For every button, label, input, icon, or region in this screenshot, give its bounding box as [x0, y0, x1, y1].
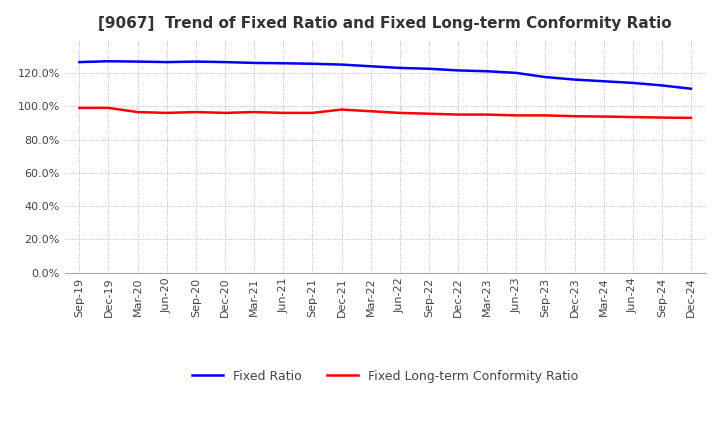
Fixed Ratio [192, 59, 200, 64]
Fixed Long-term Conformity Ratio [454, 112, 462, 117]
Title: [9067]  Trend of Fixed Ratio and Fixed Long-term Conformity Ratio: [9067] Trend of Fixed Ratio and Fixed Lo… [99, 16, 672, 32]
Fixed Long-term Conformity Ratio [629, 114, 637, 120]
Fixed Ratio [687, 86, 696, 92]
Legend: Fixed Ratio, Fixed Long-term Conformity Ratio: Fixed Ratio, Fixed Long-term Conformity … [187, 365, 583, 388]
Fixed Long-term Conformity Ratio [366, 109, 375, 114]
Fixed Long-term Conformity Ratio [337, 107, 346, 112]
Fixed Long-term Conformity Ratio [425, 111, 433, 116]
Fixed Long-term Conformity Ratio [163, 110, 171, 116]
Fixed Ratio [163, 59, 171, 65]
Fixed Ratio [337, 62, 346, 67]
Fixed Ratio [512, 70, 521, 76]
Fixed Ratio [133, 59, 142, 64]
Fixed Ratio [308, 61, 317, 66]
Fixed Long-term Conformity Ratio [657, 115, 666, 120]
Line: Fixed Long-term Conformity Ratio: Fixed Long-term Conformity Ratio [79, 108, 691, 118]
Fixed Long-term Conformity Ratio [570, 114, 579, 119]
Fixed Long-term Conformity Ratio [483, 112, 492, 117]
Fixed Ratio [395, 65, 404, 70]
Fixed Long-term Conformity Ratio [192, 110, 200, 115]
Fixed Long-term Conformity Ratio [104, 105, 113, 110]
Fixed Ratio [483, 69, 492, 74]
Fixed Ratio [657, 83, 666, 88]
Fixed Long-term Conformity Ratio [133, 110, 142, 115]
Fixed Ratio [425, 66, 433, 71]
Fixed Ratio [250, 60, 258, 66]
Fixed Long-term Conformity Ratio [599, 114, 608, 119]
Fixed Ratio [599, 79, 608, 84]
Fixed Long-term Conformity Ratio [75, 105, 84, 110]
Fixed Long-term Conformity Ratio [250, 110, 258, 115]
Fixed Ratio [75, 59, 84, 65]
Fixed Ratio [629, 80, 637, 85]
Fixed Ratio [570, 77, 579, 82]
Fixed Ratio [104, 59, 113, 64]
Fixed Long-term Conformity Ratio [395, 110, 404, 116]
Fixed Long-term Conformity Ratio [512, 113, 521, 118]
Fixed Long-term Conformity Ratio [279, 110, 287, 116]
Fixed Ratio [220, 59, 229, 65]
Fixed Ratio [366, 64, 375, 69]
Fixed Ratio [454, 68, 462, 73]
Fixed Long-term Conformity Ratio [541, 113, 550, 118]
Fixed Long-term Conformity Ratio [308, 110, 317, 116]
Line: Fixed Ratio: Fixed Ratio [79, 61, 691, 89]
Fixed Long-term Conformity Ratio [220, 110, 229, 116]
Fixed Ratio [541, 74, 550, 80]
Fixed Long-term Conformity Ratio [687, 115, 696, 121]
Fixed Ratio [279, 61, 287, 66]
